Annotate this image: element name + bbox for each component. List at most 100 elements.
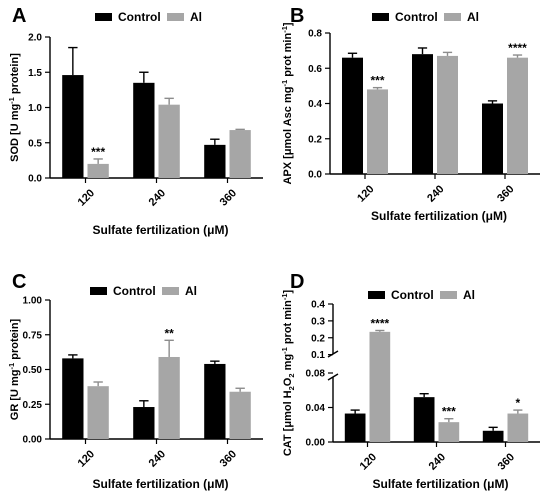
y-tick-label: 1.0	[28, 103, 42, 114]
y-axis-label-part: protein]	[9, 53, 21, 97]
y-axis-label-part: ]	[282, 22, 294, 26]
axis-break-mark	[327, 373, 339, 381]
significance-label: ***	[91, 145, 105, 159]
legend-swatch	[162, 287, 179, 295]
y-axis-label-part: O	[282, 377, 294, 386]
significance-label: **	[164, 326, 174, 340]
significance-label: ****	[508, 41, 527, 55]
y-tick-label: 0.4	[308, 99, 322, 110]
bar	[413, 397, 435, 442]
bar	[62, 358, 84, 439]
y-tick-label: 0.3	[311, 316, 325, 327]
y-tick-label: 0.04	[306, 403, 326, 414]
bar	[158, 104, 180, 178]
x-tick-label: 240	[425, 183, 446, 204]
significance-label: ***	[370, 74, 384, 88]
y-axis-label-part: prot min	[282, 33, 294, 80]
y-tick-label: 0.08	[306, 369, 326, 380]
y-axis-label-part: -1	[7, 97, 16, 104]
legend-label: Al	[185, 284, 197, 298]
x-tick-label: 360	[218, 448, 239, 469]
panel-B: B Control Al 0.0 0.2 0.4 0.6 0.8 120 *** 240 360 ***…	[280, 5, 540, 223]
bar	[367, 89, 388, 174]
bar	[412, 54, 433, 174]
bar	[229, 130, 251, 178]
y-axis-label-part: SOD [U mg	[9, 104, 21, 162]
y-axis-label-part: protein]	[9, 318, 21, 362]
bar	[87, 386, 109, 439]
panel-letter: A	[12, 5, 26, 27]
x-tick-label: 240	[147, 187, 168, 208]
y-axis-label: APX [μmol Asc mg-1 prot min-1]	[280, 22, 294, 184]
bar	[482, 103, 503, 174]
legend-label: Al	[467, 10, 479, 24]
x-tick-label: 360	[218, 187, 239, 208]
y-tick-label: 0.50	[23, 365, 43, 376]
bar	[133, 407, 155, 439]
y-tick-label: 0.00	[306, 438, 326, 449]
bar	[204, 144, 226, 178]
legend-swatch	[167, 13, 184, 21]
y-axis-label-part: -1	[280, 80, 289, 87]
x-axis-label: Sulfate fertilization (μM)	[92, 223, 228, 237]
y-axis-label-part: -1	[280, 347, 289, 354]
panel-A: A Control Al 0.0 0.5 1.0 1.5 2.0 120 *** 240 360 SOD…	[7, 5, 263, 237]
y-axis-label-part: mg	[282, 354, 294, 374]
x-tick-label: 240	[427, 451, 448, 472]
significance-label: *	[516, 396, 521, 410]
legend-label: Control	[391, 288, 434, 302]
y-tick-label: 0.00	[23, 435, 43, 446]
y-axis-label-part: 2	[287, 386, 296, 390]
significance-label: ***	[442, 405, 456, 419]
x-axis-label: Sulfate fertilization (μM)	[371, 209, 507, 223]
y-axis-label-part: APX [μmol Asc mg	[282, 87, 294, 185]
y-tick-label: 1.00	[23, 296, 43, 307]
y-tick-label: 0.0	[308, 170, 322, 181]
x-tick-label: 120	[355, 183, 376, 204]
y-tick-label: 0.4	[311, 300, 325, 311]
bar	[437, 55, 458, 174]
legend-swatch	[444, 13, 461, 21]
panel-letter: D	[290, 271, 304, 293]
y-axis-label: CAT [μmol H2O2 mg-1 prot min-1]	[280, 290, 296, 457]
y-tick-label: 0.5	[28, 138, 42, 149]
x-tick-label: 120	[76, 187, 97, 208]
x-axis-label: Sulfate fertilization (μM)	[372, 477, 508, 491]
panel-letter: B	[290, 5, 304, 27]
y-tick-label: 0.2	[311, 333, 325, 344]
significance-label: ****	[371, 316, 390, 330]
y-tick-label: 0.1	[311, 350, 325, 361]
x-tick-label: 360	[495, 183, 516, 204]
bar	[507, 57, 528, 174]
legend-swatch	[372, 13, 389, 21]
y-axis-label-part: CAT [μmol H	[282, 390, 294, 456]
legend-label: Al	[463, 288, 475, 302]
y-axis-label-part: 2	[287, 373, 296, 377]
bar	[507, 413, 529, 442]
y-tick-label: 0.6	[308, 64, 322, 75]
panel-C: C Control Al 0.00 0.25 0.50 0.75 1.00 120 240 ** 36…	[7, 271, 263, 491]
y-tick-label: 1.5	[28, 68, 42, 79]
x-tick-label: 120	[358, 451, 379, 472]
bar	[438, 422, 460, 442]
bar	[204, 363, 226, 439]
y-tick-label: 0.75	[23, 330, 43, 341]
y-axis-label-part: ]	[282, 290, 294, 294]
bar	[369, 331, 391, 442]
y-axis-label: GR [U mg-1 protein]	[7, 318, 21, 420]
legend-swatch	[95, 13, 112, 21]
y-tick-label: 0.8	[308, 29, 322, 40]
y-axis-label-part: -1	[280, 26, 289, 33]
panel-letter: C	[12, 271, 26, 293]
bar	[229, 391, 251, 439]
legend-label: Control	[118, 10, 161, 24]
bar	[62, 75, 84, 178]
bar	[133, 82, 155, 178]
x-tick-label: 120	[76, 448, 97, 469]
bar	[344, 413, 366, 442]
x-axis-label: Sulfate fertilization (μM)	[92, 477, 228, 491]
y-axis-label-part: prot min	[282, 300, 294, 347]
y-axis-label-part: -1	[7, 363, 16, 370]
